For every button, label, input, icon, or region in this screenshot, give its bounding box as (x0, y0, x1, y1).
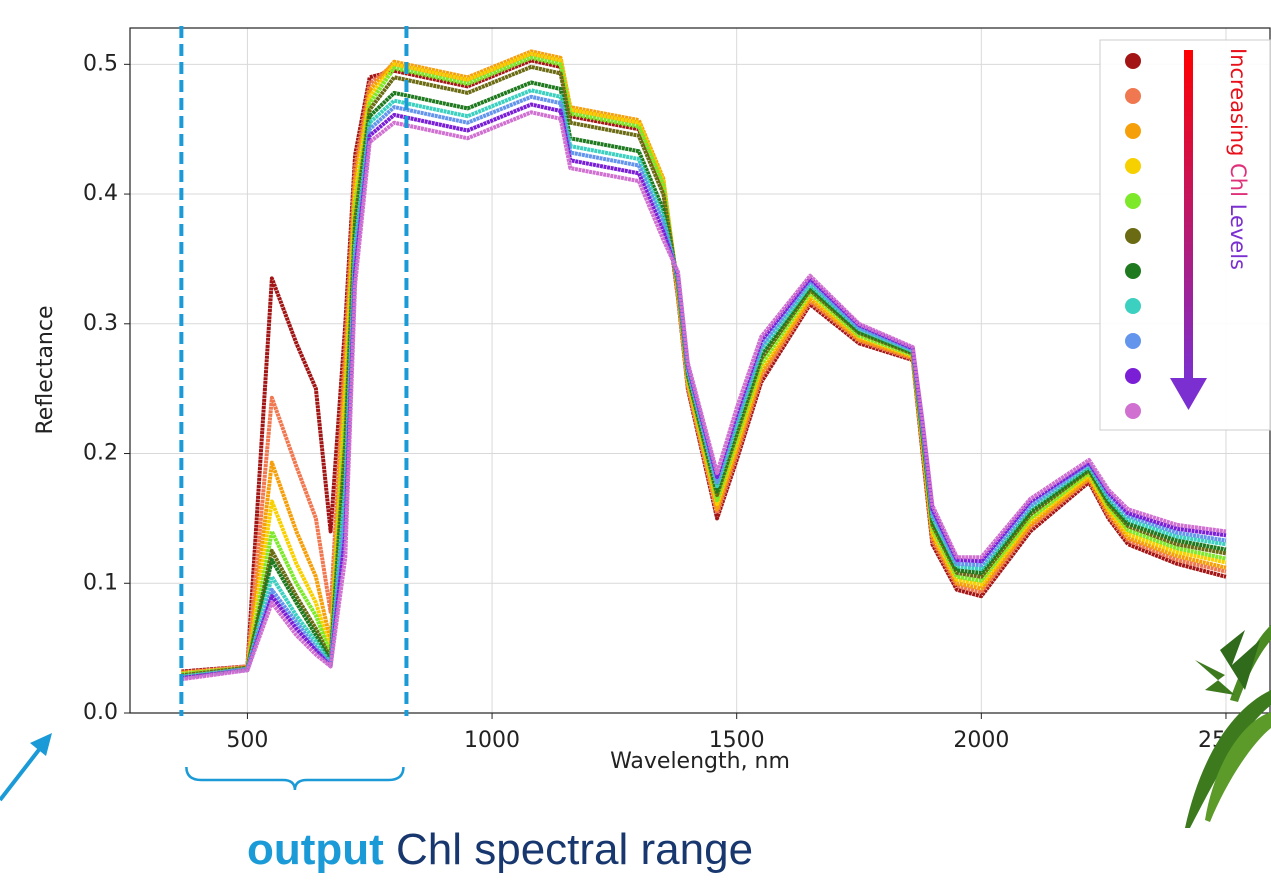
legend: Increasing Chl Levels (1099, 39, 1271, 431)
x-axis-label: Wavelength, nm (610, 749, 790, 774)
legend-swatch (1125, 228, 1141, 244)
caption: output Chl spectral range (247, 825, 753, 874)
legend-title-part: Chl (1226, 163, 1250, 197)
plant-illustration (1185, 625, 1271, 828)
legend-swatch (1125, 158, 1141, 174)
legend-swatch (1125, 193, 1141, 209)
ticks: 50010001500200025000.00.10.20.30.40.5 (83, 51, 1254, 753)
x-tick-label: 1500 (709, 728, 765, 753)
legend-swatch (1125, 368, 1141, 384)
y-tick-label: 0.3 (83, 311, 118, 336)
pointer-arrow (0, 733, 52, 802)
legend-title-part: Increasing (1226, 48, 1250, 156)
y-tick-label: 0.2 (83, 441, 118, 466)
series-line (181, 102, 1227, 680)
legend-arrow-shaft (1184, 50, 1193, 380)
y-tick-label: 0.4 (83, 181, 118, 206)
legend-swatch (1125, 123, 1141, 139)
series-lines (181, 49, 1227, 682)
x-tick-label: 500 (226, 728, 268, 753)
legend-swatch (1125, 403, 1141, 419)
y-tick-label: 0.5 (83, 51, 118, 76)
range-annotation (179, 26, 409, 791)
series-line (181, 110, 1227, 682)
range-brace (185, 766, 405, 791)
y-tick-label: 0.0 (83, 700, 118, 725)
legend-swatch (1125, 88, 1141, 104)
legend-swatch (1125, 298, 1141, 314)
legend-title-part: Levels (1226, 204, 1250, 270)
legend-swatch (1125, 53, 1141, 69)
legend-title: Increasing Chl Levels (1226, 48, 1250, 270)
caption-text: Chl spectral range (396, 825, 753, 874)
legend-swatch (1125, 263, 1141, 279)
x-tick-label: 1000 (464, 728, 520, 753)
y-tick-label: 0.1 (83, 570, 118, 595)
legend-arrow-head (1170, 378, 1207, 410)
x-tick-label: 2000 (953, 728, 1009, 753)
legend-swatch (1125, 333, 1141, 349)
y-axis-label: Reflectance (33, 305, 58, 434)
caption-highlight: output (247, 825, 384, 874)
